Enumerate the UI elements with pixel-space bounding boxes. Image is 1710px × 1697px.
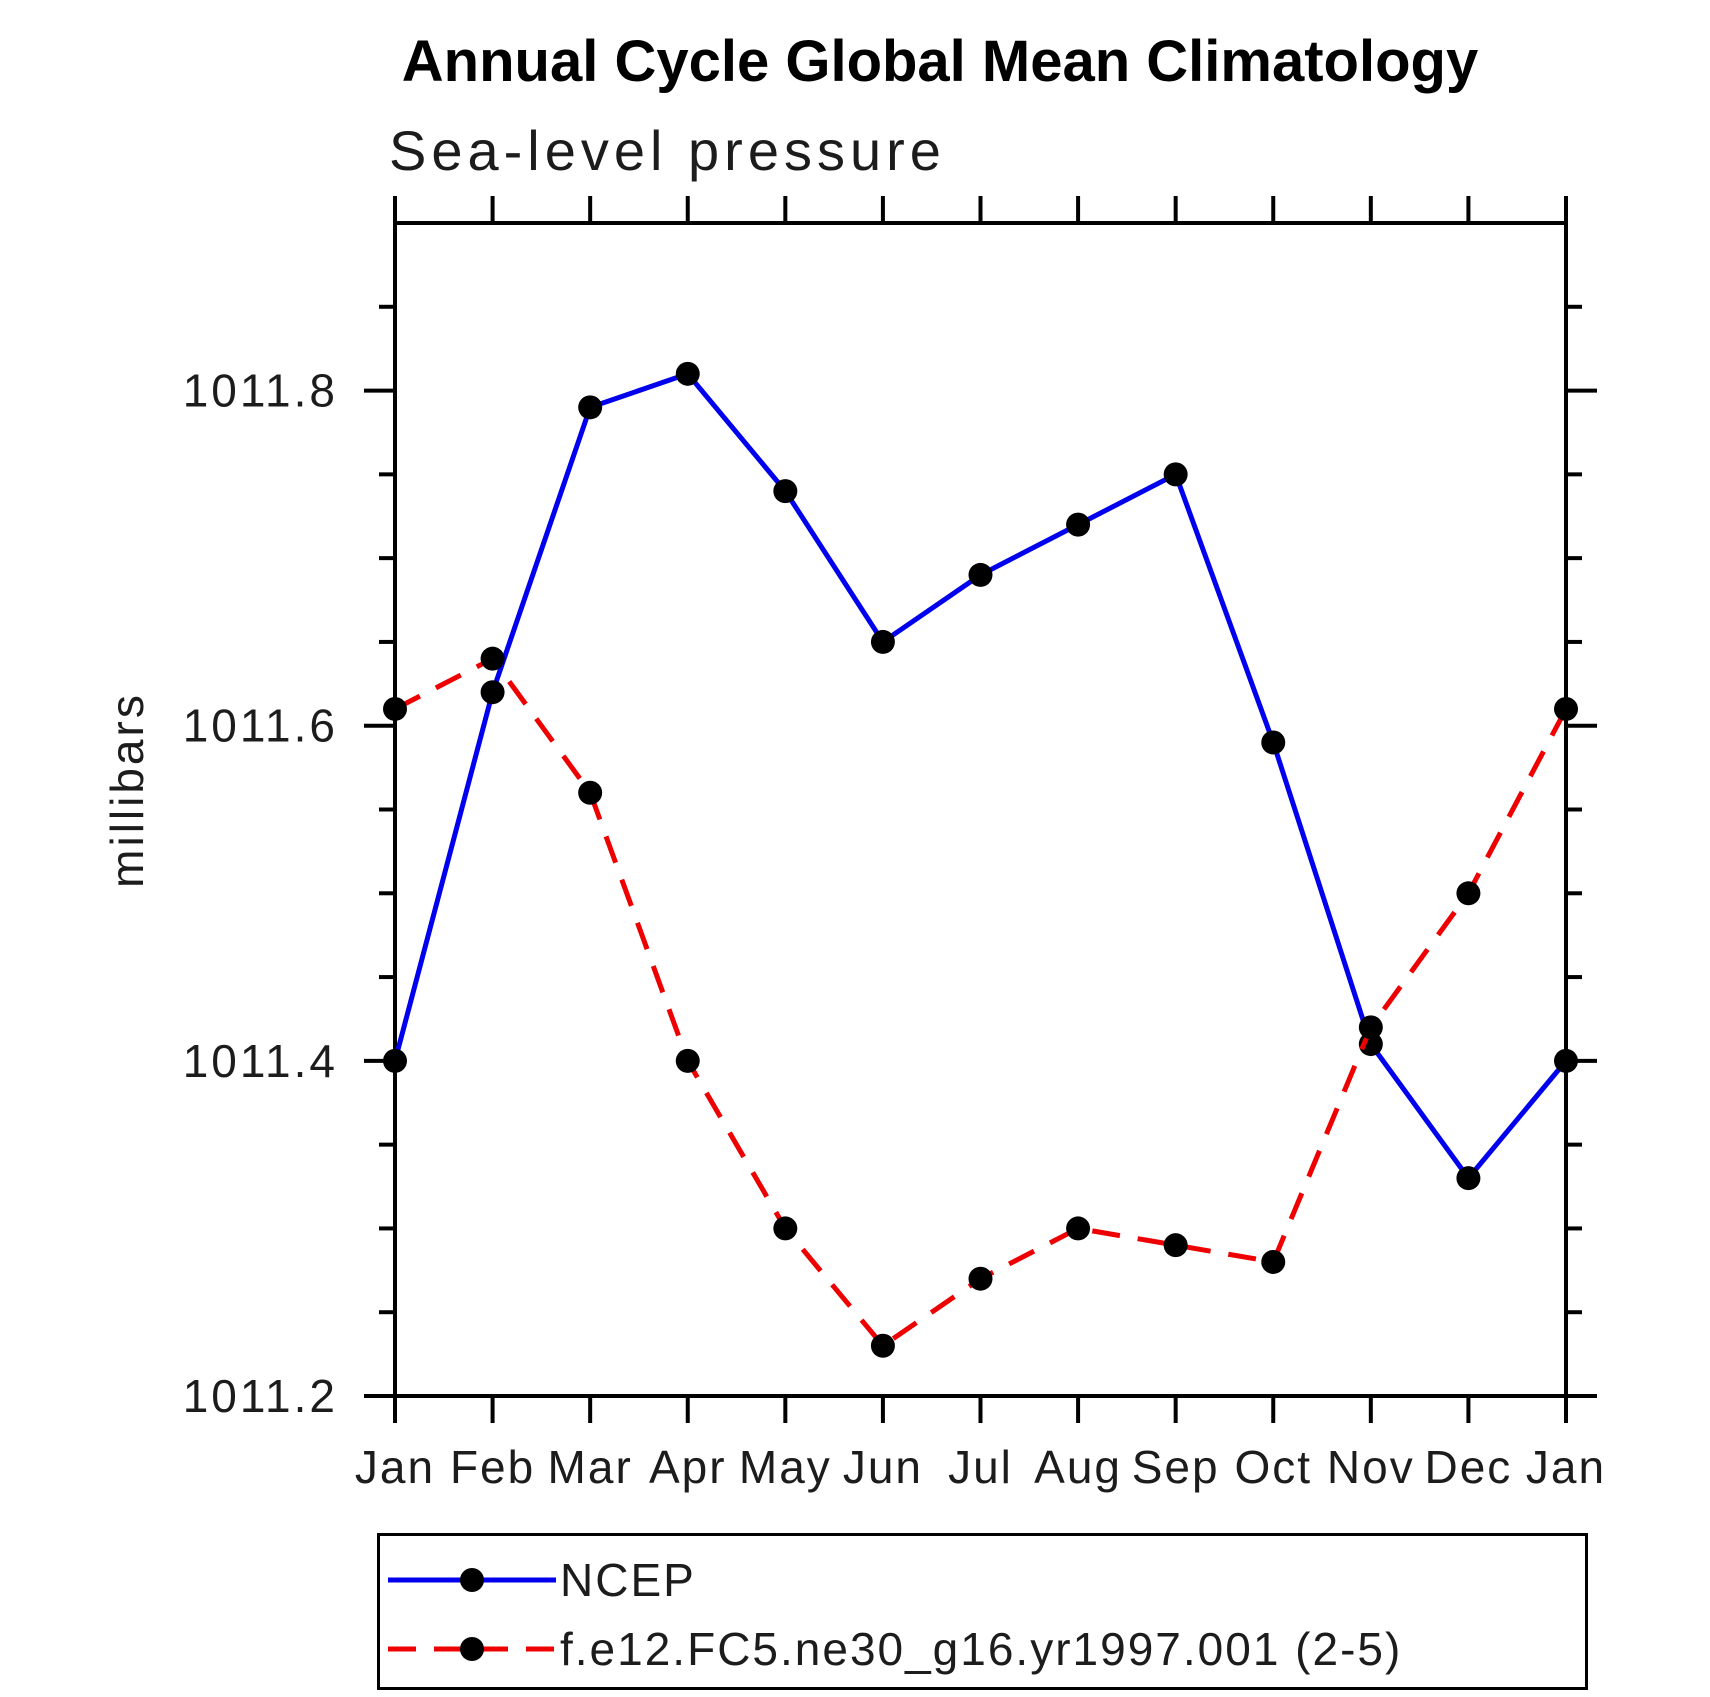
x-tick-label: Sep xyxy=(1132,1441,1220,1493)
x-tick-label: Jul xyxy=(948,1441,1013,1493)
y-tick-label: 1011.6 xyxy=(183,700,338,752)
data-point-marker xyxy=(773,1216,798,1241)
x-tick-label: Mar xyxy=(548,1441,633,1493)
x-tick-label: Nov xyxy=(1327,1441,1415,1493)
data-point-marker xyxy=(1163,462,1188,487)
data-point-marker xyxy=(968,1266,993,1291)
x-tick-label: Jan xyxy=(355,1441,435,1493)
data-point-marker xyxy=(480,680,505,705)
x-tick-label: Apr xyxy=(649,1441,727,1493)
data-point-marker xyxy=(383,696,407,721)
legend-label-model: f.e12.FC5.ne30_g16.yr1997.001 (2-5) xyxy=(560,1623,1403,1675)
data-point-marker xyxy=(1066,1216,1091,1241)
x-tick-label: Jun xyxy=(843,1441,923,1493)
x-tick-label: Feb xyxy=(450,1441,535,1493)
data-point-marker xyxy=(578,395,603,420)
y-tick-label: 1011.8 xyxy=(183,365,338,417)
legend-box: NCEP f.e12.FC5.ne30_g16.yr1997.001 (2-5) xyxy=(377,1533,1588,1690)
legend-item-model: f.e12.FC5.ne30_g16.yr1997.001 (2-5) xyxy=(386,1617,1402,1681)
data-point-marker xyxy=(383,1048,407,1073)
data-point-marker xyxy=(1456,1166,1481,1191)
legend-line-sample-model xyxy=(388,1637,556,1661)
x-tick-label: Aug xyxy=(1034,1441,1122,1493)
data-point-marker xyxy=(968,562,993,587)
x-tick-label: Dec xyxy=(1425,1441,1513,1493)
chart-title: Annual Cycle Global Mean Climatology xyxy=(401,29,1479,94)
data-point-marker xyxy=(480,646,505,671)
data-point-marker xyxy=(578,780,603,805)
series-line-ncep xyxy=(392,370,1568,1183)
legend-marker xyxy=(460,1637,484,1661)
data-point-marker xyxy=(1456,881,1481,906)
legend-marker xyxy=(460,1568,484,1592)
x-tick-label: May xyxy=(739,1441,832,1493)
legend-line-sample-ncep xyxy=(388,1568,556,1592)
data-point-marker xyxy=(1261,730,1286,755)
data-point-marker xyxy=(870,1333,895,1358)
data-point-marker xyxy=(1261,1249,1286,1274)
data-point-marker xyxy=(1358,1015,1383,1040)
data-point-marker xyxy=(1163,1233,1188,1258)
x-tick-label: Oct xyxy=(1234,1441,1312,1493)
data-point-marker xyxy=(870,629,895,654)
chart-subtitle: Sea-level pressure xyxy=(389,119,946,182)
data-point-marker xyxy=(675,1048,700,1073)
legend-label-ncep: NCEP xyxy=(560,1554,696,1606)
series-line-model xyxy=(393,655,1569,1350)
data-point-marker xyxy=(1554,696,1578,721)
data-point-marker xyxy=(773,479,798,504)
data-point-marker xyxy=(1066,512,1091,537)
x-tick-label: Jan xyxy=(1526,1441,1606,1493)
data-point-marker xyxy=(1554,1048,1578,1073)
plot-frame xyxy=(393,221,1568,1398)
legend-item-ncep: NCEP xyxy=(386,1548,696,1612)
y-tick-label: 1011.2 xyxy=(183,1370,338,1422)
y-tick-label: 1011.4 xyxy=(183,1035,338,1087)
data-point-marker xyxy=(675,361,700,386)
